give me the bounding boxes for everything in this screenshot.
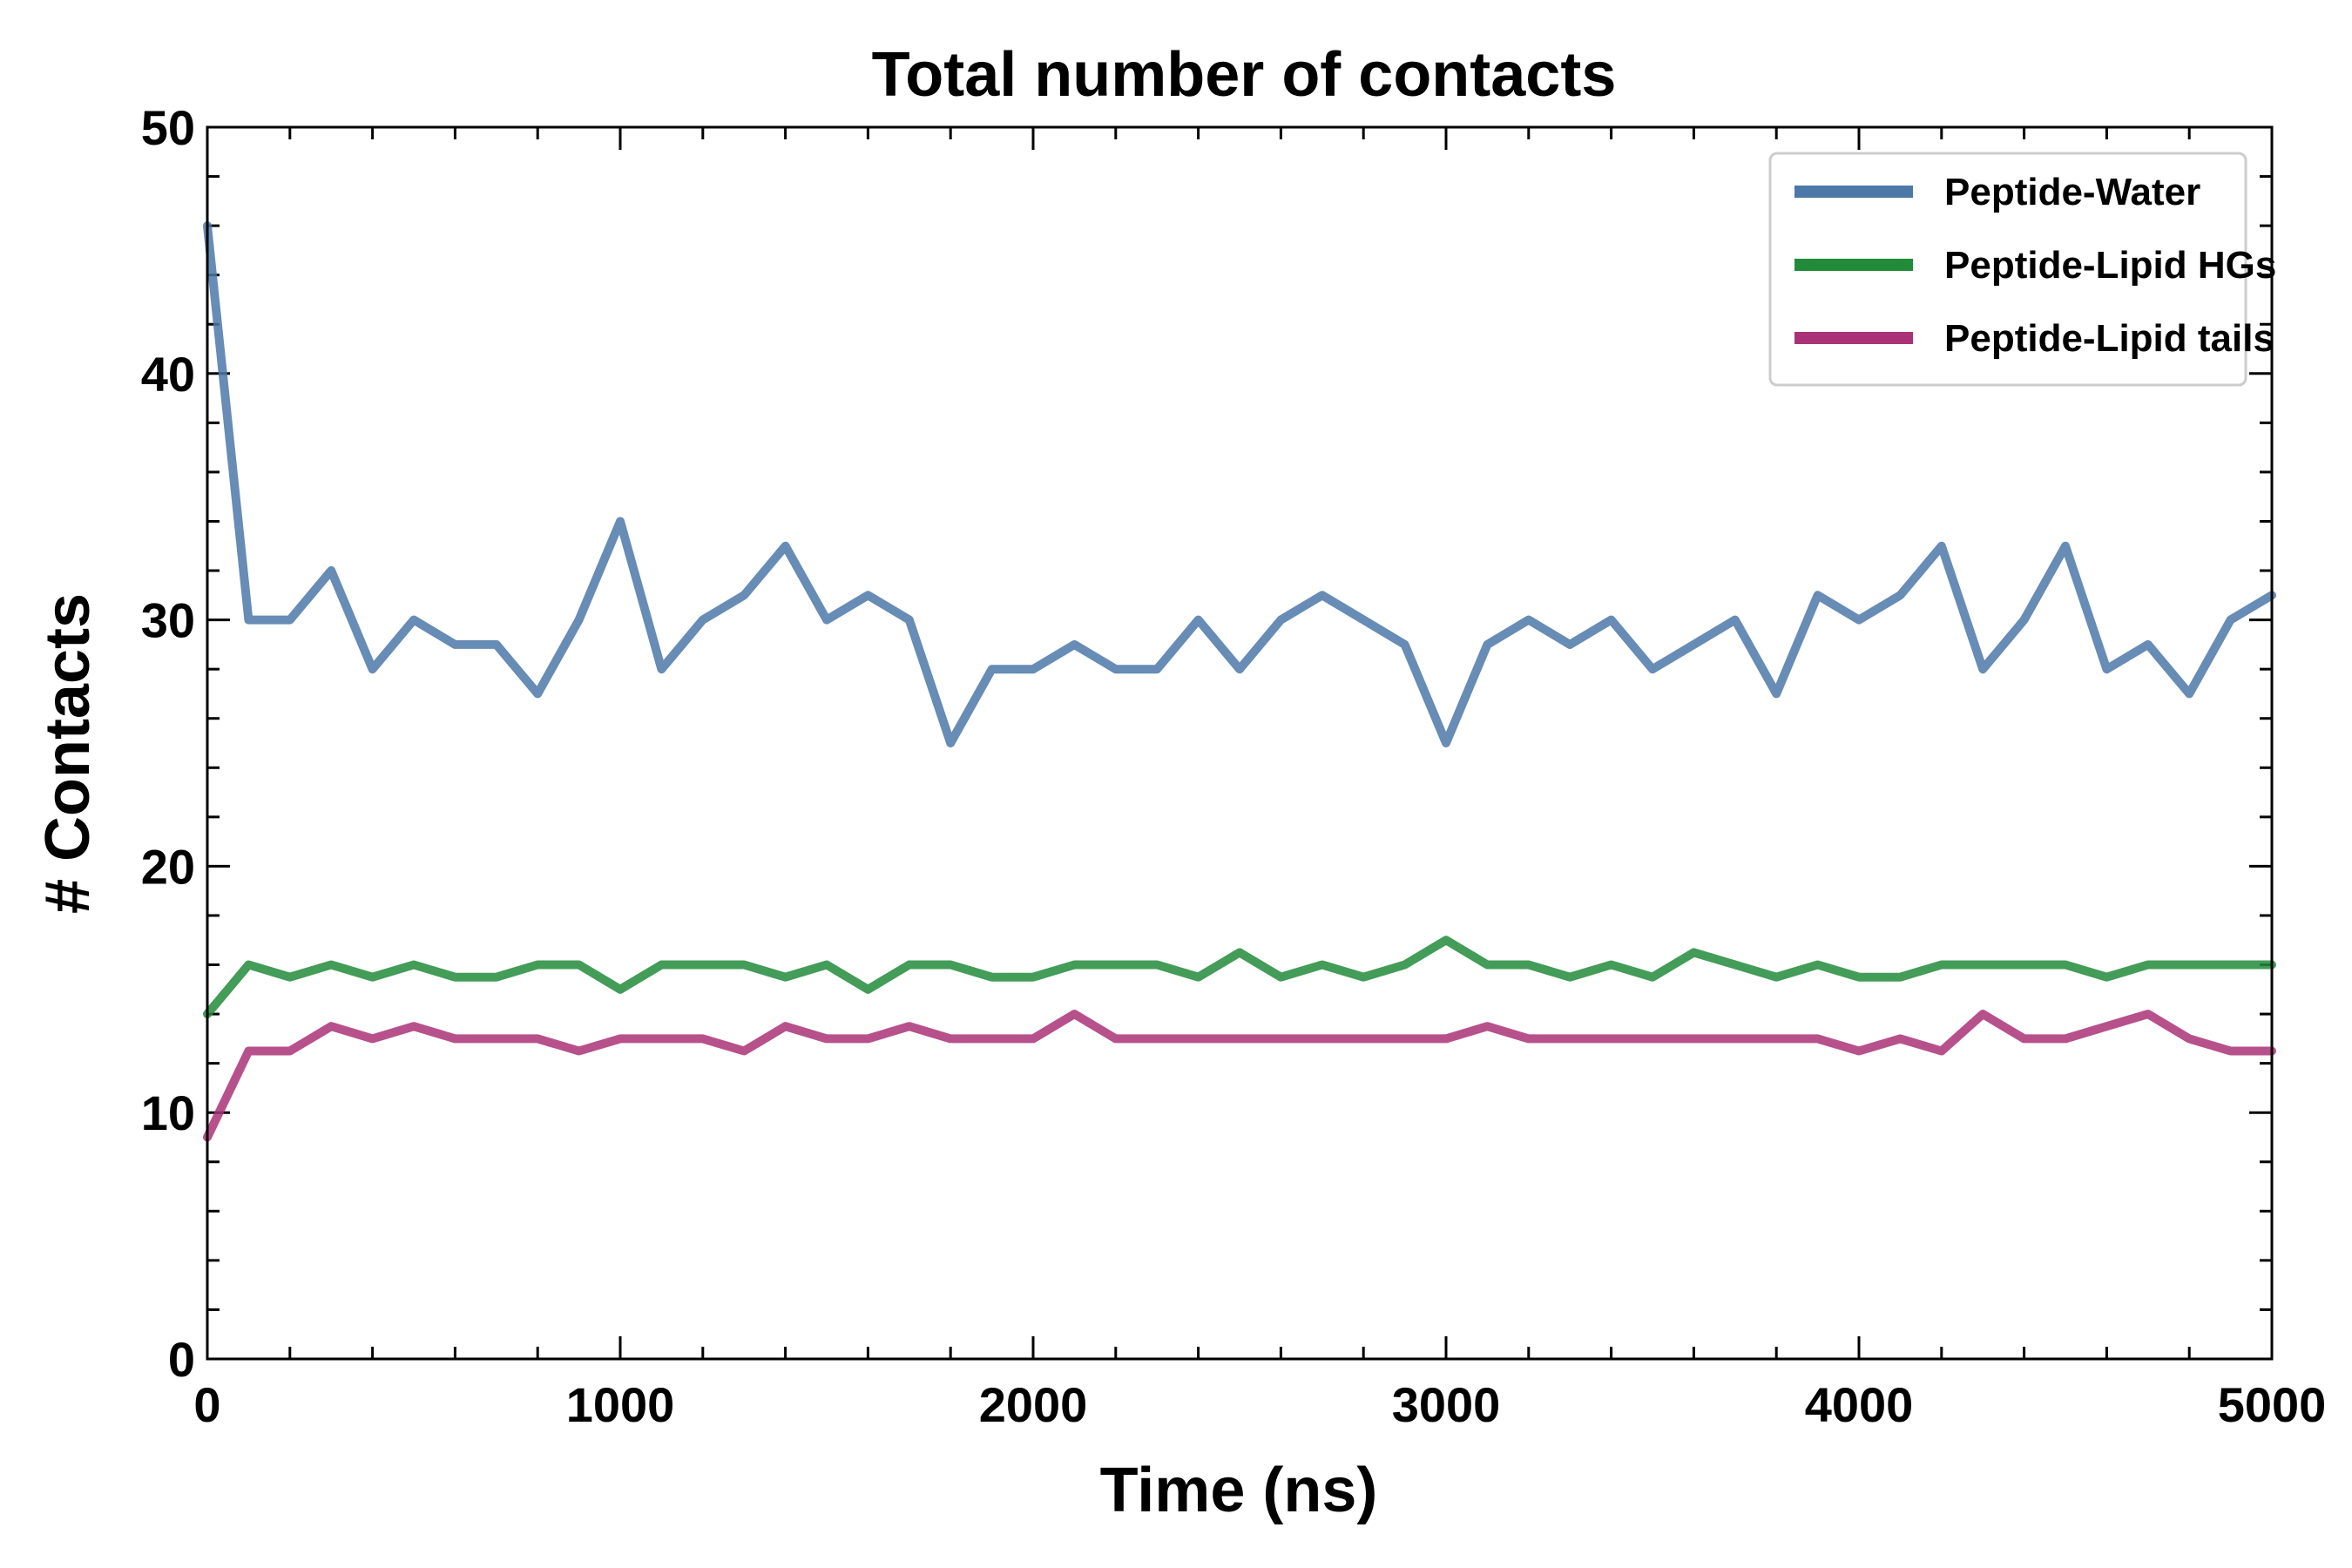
y-tick-label: 20 <box>141 839 195 894</box>
chart-title: Total number of contacts <box>872 40 1617 110</box>
legend: Peptide-Water Peptide-Lipid HGs Peptide-Li… <box>1768 152 2276 387</box>
x-tick-label: 2000 <box>979 1377 1088 1432</box>
legend-label: Peptide-Water <box>1944 171 2200 213</box>
series-line-peptide-lipid-hgs <box>203 936 2276 1019</box>
y-tick-label: 30 <box>141 593 195 648</box>
y-tick-label: 40 <box>141 347 195 402</box>
series-line-peptide-water <box>203 221 2276 747</box>
legend-label: Peptide-Lipid tails <box>1944 317 2274 360</box>
x-tick-label: 4000 <box>1805 1377 1914 1432</box>
tick-labels: 0 1000 2000 3000 4000 5000 0 10 20 30 40 50 <box>141 100 2327 1432</box>
y-tick-label: 10 <box>141 1085 195 1140</box>
x-axis-label: Time (ns) <box>1100 1456 1378 1525</box>
x-tick-label: 5000 <box>2218 1377 2327 1432</box>
x-tick-label: 0 <box>193 1377 220 1432</box>
x-tick-label: 3000 <box>1392 1377 1501 1432</box>
legend-label: Peptide-Lipid HGs <box>1944 244 2276 287</box>
y-tick-label: 0 <box>168 1332 195 1387</box>
y-axis-label: # Contacts <box>33 593 103 914</box>
x-tick-label: 1000 <box>566 1377 675 1432</box>
legend-box <box>1768 152 2247 387</box>
series-lines <box>203 221 2276 1142</box>
plot-frame <box>206 125 2274 1361</box>
series-line-peptide-lipid-tails <box>203 1010 2276 1142</box>
y-tick-label: 50 <box>141 100 195 155</box>
